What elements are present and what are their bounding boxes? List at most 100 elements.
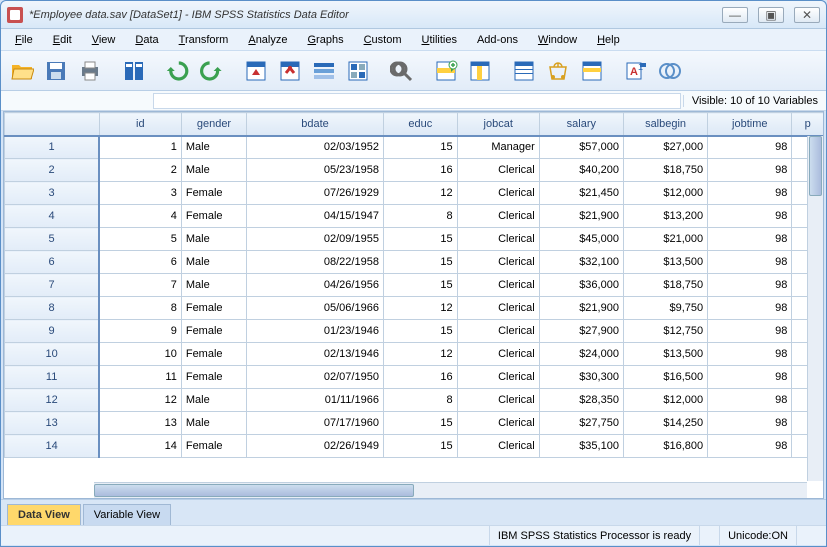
table-row[interactable]: 22Male05/23/195816Clerical$40,200$18,750…	[5, 159, 824, 182]
cell-bdate[interactable]: 02/09/1955	[247, 228, 384, 251]
split-icon[interactable]	[509, 56, 539, 86]
insert-case-icon[interactable]	[431, 56, 461, 86]
cell-jobcat[interactable]: Manager	[457, 136, 539, 159]
row-header[interactable]: 4	[5, 205, 100, 228]
cell-salbegin[interactable]: $12,000	[623, 182, 707, 205]
cell-jobcat[interactable]: Clerical	[457, 435, 539, 458]
cell-jobtime[interactable]: 98	[708, 205, 792, 228]
row-header[interactable]: 14	[5, 435, 100, 458]
cell-jobtime[interactable]: 98	[708, 228, 792, 251]
table-row[interactable]: 11Male02/03/195215Manager$57,000$27,0009…	[5, 136, 824, 159]
col-header-bdate[interactable]: bdate	[247, 113, 384, 136]
cell-jobtime[interactable]: 98	[708, 251, 792, 274]
table-row[interactable]: 55Male02/09/195515Clerical$45,000$21,000…	[5, 228, 824, 251]
variables-icon[interactable]	[309, 56, 339, 86]
cell-bdate[interactable]: 07/17/1960	[247, 412, 384, 435]
cell-educ[interactable]: 15	[383, 251, 457, 274]
horizontal-scrollbar[interactable]	[94, 482, 807, 498]
cell-jobcat[interactable]: Clerical	[457, 343, 539, 366]
vertical-scrollbar[interactable]	[807, 136, 823, 481]
table-row[interactable]: 1212Male01/11/19668Clerical$28,350$12,00…	[5, 389, 824, 412]
row-header[interactable]: 3	[5, 182, 100, 205]
cell-salary[interactable]: $24,000	[539, 343, 623, 366]
row-header[interactable]: 5	[5, 228, 100, 251]
row-header[interactable]: 7	[5, 274, 100, 297]
cell-id[interactable]: 11	[99, 366, 181, 389]
cell-educ[interactable]: 12	[383, 182, 457, 205]
cell-id[interactable]: 5	[99, 228, 181, 251]
cell-jobcat[interactable]: Clerical	[457, 228, 539, 251]
table-row[interactable]: 1414Female02/26/194915Clerical$35,100$16…	[5, 435, 824, 458]
menu-transform[interactable]: Transform	[169, 32, 239, 48]
table-row[interactable]: 1111Female02/07/195016Clerical$30,300$16…	[5, 366, 824, 389]
cell-salbegin[interactable]: $27,000	[623, 136, 707, 159]
menu-window[interactable]: Window	[528, 32, 587, 48]
cell-jobtime[interactable]: 98	[708, 320, 792, 343]
cell-jobcat[interactable]: Clerical	[457, 205, 539, 228]
cell-bdate[interactable]: 05/06/1966	[247, 297, 384, 320]
cell-jobcat[interactable]: Clerical	[457, 182, 539, 205]
cell-salbegin[interactable]: $9,750	[623, 297, 707, 320]
vscroll-thumb[interactable]	[809, 136, 822, 196]
recall-icon[interactable]	[119, 56, 149, 86]
cell-id[interactable]: 4	[99, 205, 181, 228]
redo-icon[interactable]	[197, 56, 227, 86]
goto-var-icon[interactable]	[275, 56, 305, 86]
cell-id[interactable]: 12	[99, 389, 181, 412]
cell-salary[interactable]: $21,900	[539, 205, 623, 228]
cell-educ[interactable]: 15	[383, 136, 457, 159]
row-header[interactable]: 11	[5, 366, 100, 389]
menu-help[interactable]: Help	[587, 32, 630, 48]
weight-icon[interactable]	[543, 56, 573, 86]
row-header[interactable]: 2	[5, 159, 100, 182]
cell-gender[interactable]: Female	[181, 182, 246, 205]
cell-gender[interactable]: Female	[181, 320, 246, 343]
corner-cell[interactable]	[5, 113, 100, 136]
cell-jobcat[interactable]: Clerical	[457, 251, 539, 274]
cell-gender[interactable]: Male	[181, 412, 246, 435]
col-header-salary[interactable]: salary	[539, 113, 623, 136]
row-header[interactable]: 13	[5, 412, 100, 435]
cell-educ[interactable]: 15	[383, 435, 457, 458]
cell-educ[interactable]: 8	[383, 389, 457, 412]
cell-salbegin[interactable]: $21,000	[623, 228, 707, 251]
cell-bdate[interactable]: 05/23/1958	[247, 159, 384, 182]
cell-jobtime[interactable]: 98	[708, 366, 792, 389]
menu-data[interactable]: Data	[125, 32, 168, 48]
cell-id[interactable]: 2	[99, 159, 181, 182]
col-header-p[interactable]: p	[792, 113, 824, 136]
col-header-id[interactable]: id	[99, 113, 181, 136]
menu-analyze[interactable]: Analyze	[238, 32, 297, 48]
row-header[interactable]: 9	[5, 320, 100, 343]
col-header-educ[interactable]: educ	[383, 113, 457, 136]
tab-data-view[interactable]: Data View	[7, 504, 81, 525]
cell-id[interactable]: 10	[99, 343, 181, 366]
cell-salbegin[interactable]: $18,750	[623, 274, 707, 297]
cell-gender[interactable]: Male	[181, 274, 246, 297]
cell-educ[interactable]: 15	[383, 412, 457, 435]
col-header-jobcat[interactable]: jobcat	[457, 113, 539, 136]
cell-bdate[interactable]: 02/26/1949	[247, 435, 384, 458]
cell-salary[interactable]: $30,300	[539, 366, 623, 389]
row-header[interactable]: 10	[5, 343, 100, 366]
menu-edit[interactable]: Edit	[43, 32, 82, 48]
cell-bdate[interactable]: 02/07/1950	[247, 366, 384, 389]
cell-gender[interactable]: Female	[181, 205, 246, 228]
cell-bdate[interactable]: 01/23/1946	[247, 320, 384, 343]
cell-editor[interactable]	[153, 93, 681, 109]
cell-salary[interactable]: $36,000	[539, 274, 623, 297]
cell-jobtime[interactable]: 98	[708, 389, 792, 412]
cell-salary[interactable]: $35,100	[539, 435, 623, 458]
cell-salary[interactable]: $57,000	[539, 136, 623, 159]
cell-bdate[interactable]: 02/03/1952	[247, 136, 384, 159]
table-row[interactable]: 66Male08/22/195815Clerical$32,100$13,500…	[5, 251, 824, 274]
cell-gender[interactable]: Male	[181, 228, 246, 251]
cell-bdate[interactable]: 01/11/1966	[247, 389, 384, 412]
cell-educ[interactable]: 12	[383, 297, 457, 320]
cell-educ[interactable]: 8	[383, 205, 457, 228]
cell-educ[interactable]: 16	[383, 159, 457, 182]
select-icon[interactable]	[577, 56, 607, 86]
row-header[interactable]: 8	[5, 297, 100, 320]
cell-gender[interactable]: Female	[181, 435, 246, 458]
menu-add-ons[interactable]: Add-ons	[467, 32, 528, 48]
